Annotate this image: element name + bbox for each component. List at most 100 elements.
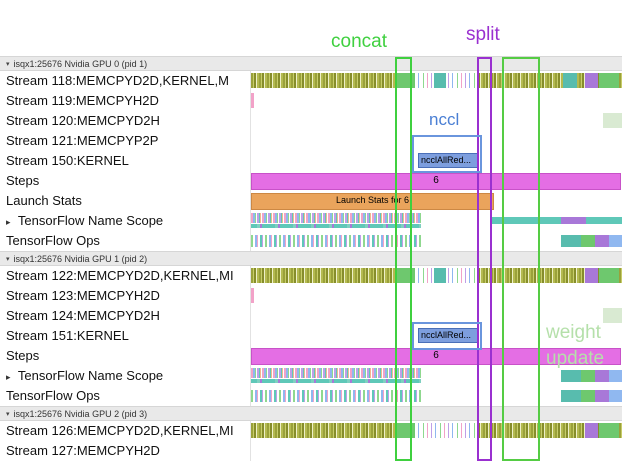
- track-row-name-scope-gpu0: ▸ TensorFlow Name Scope: [0, 211, 622, 231]
- concat-op-segment[interactable]: [397, 73, 415, 88]
- track-list: ▾ isqx1:25676 Nvidia GPU 0 (pid 1) Strea…: [0, 56, 622, 461]
- process-header-label: isqx1:25676 Nvidia GPU 2 (pid 3): [13, 408, 148, 419]
- track-label[interactable]: ▸ TensorFlow Name Scope: [0, 211, 250, 231]
- op-segment[interactable]: [585, 73, 598, 88]
- step-bar[interactable]: 6: [251, 173, 621, 190]
- track-timeline[interactable]: [250, 231, 622, 251]
- track-timeline[interactable]: ncclAllRed...: [250, 326, 622, 346]
- step-bar[interactable]: 6: [251, 348, 621, 365]
- track-timeline[interactable]: [250, 211, 622, 231]
- process-header-gpu2[interactable]: ▾ isqx1:25676 Nvidia GPU 2 (pid 3): [0, 406, 622, 421]
- launch-stats-bar[interactable]: Launch Stats for 6: [251, 193, 494, 210]
- op-segment[interactable]: [585, 423, 598, 438]
- track-label[interactable]: TensorFlow Ops: [6, 233, 100, 248]
- collapse-arrow-icon[interactable]: ▾: [6, 60, 10, 68]
- memcpy-event-tick[interactable]: [251, 288, 254, 303]
- op-segment[interactable]: [585, 268, 598, 283]
- track-row-name-scope-gpu1: ▸ TensorFlow Name Scope: [0, 366, 622, 386]
- track-timeline[interactable]: [250, 111, 622, 131]
- track-timeline[interactable]: [250, 421, 622, 441]
- track-label[interactable]: Stream 123:MEMCPYH2D: [6, 288, 160, 303]
- track-row-steps-gpu1: Steps 6: [0, 346, 622, 366]
- track-label[interactable]: Steps: [6, 173, 40, 188]
- track-timeline[interactable]: 6: [250, 346, 622, 366]
- name-scope-bar-right[interactable]: [491, 217, 622, 224]
- memcpy-event-tick[interactable]: [251, 93, 254, 108]
- nccl-allreduce-bar[interactable]: ncclAllRed...: [418, 153, 478, 168]
- track-label[interactable]: Launch Stats: [6, 193, 82, 208]
- track-timeline[interactable]: [250, 71, 622, 91]
- track-timeline[interactable]: Launch Stats for 6: [250, 191, 622, 211]
- ops-bars-right[interactable]: [561, 390, 622, 402]
- name-scope-bars[interactable]: [251, 368, 421, 378]
- memcpy-activity-bar[interactable]: [603, 113, 622, 128]
- expand-arrow-icon[interactable]: ▸: [6, 217, 11, 227]
- track-row-ops-gpu1: TensorFlow Ops: [0, 386, 622, 406]
- op-segment[interactable]: [599, 73, 619, 88]
- track-row-launch-stats: Launch Stats Launch Stats for 6: [0, 191, 622, 211]
- name-scope-bars-lower[interactable]: [251, 379, 421, 383]
- op-segment[interactable]: [434, 73, 446, 88]
- track-label[interactable]: Stream 126:MEMCPYD2D,KERNEL,MI: [6, 423, 234, 438]
- op-segment[interactable]: [599, 268, 619, 283]
- track-label[interactable]: Stream 150:KERNEL: [6, 153, 129, 168]
- track-row-stream118: Stream 118:MEMCPYD2D,KERNEL,M: [0, 71, 622, 91]
- expand-arrow-icon[interactable]: ▸: [6, 372, 11, 382]
- collapse-arrow-icon[interactable]: ▾: [6, 255, 10, 263]
- process-header-label: isqx1:25676 Nvidia GPU 0 (pid 1): [13, 58, 148, 69]
- concat-op-segment[interactable]: [397, 423, 415, 438]
- ops-bars[interactable]: [251, 390, 421, 402]
- sparse-activity-segment[interactable]: [415, 268, 479, 283]
- track-label[interactable]: ▸ TensorFlow Name Scope: [0, 366, 250, 386]
- track-label[interactable]: Stream 118:MEMCPYD2D,KERNEL,M: [6, 73, 229, 88]
- concat-annotation-label: concat: [331, 31, 387, 52]
- op-segment[interactable]: [563, 73, 577, 88]
- op-segment[interactable]: [434, 268, 446, 283]
- track-label-text: TensorFlow Name Scope: [17, 368, 164, 383]
- track-label[interactable]: Stream 121:MEMCPYP2P: [6, 133, 159, 148]
- track-timeline[interactable]: ncclAllRed...: [250, 151, 622, 171]
- track-row-stream120: Stream 120:MEMCPYD2H: [0, 111, 622, 131]
- track-label[interactable]: Stream 124:MEMCPYD2H: [6, 308, 160, 323]
- track-timeline[interactable]: 6: [250, 171, 622, 191]
- split-annotation-label: split: [466, 24, 500, 45]
- concat-op-segment[interactable]: [397, 268, 415, 283]
- process-header-gpu1[interactable]: ▾ isqx1:25676 Nvidia GPU 1 (pid 2): [0, 251, 622, 266]
- nccl-allreduce-bar[interactable]: ncclAllRed...: [418, 328, 478, 343]
- track-timeline[interactable]: [250, 441, 622, 461]
- track-timeline[interactable]: [250, 366, 622, 386]
- track-label[interactable]: TensorFlow Ops: [6, 388, 100, 403]
- track-label[interactable]: Stream 119:MEMCPYH2D: [6, 93, 159, 108]
- track-label[interactable]: Stream 127:MEMCPYH2D: [6, 443, 160, 458]
- collapse-arrow-icon[interactable]: ▾: [6, 410, 10, 418]
- op-segment[interactable]: [599, 423, 619, 438]
- track-label[interactable]: Steps: [6, 348, 40, 363]
- track-timeline[interactable]: [250, 386, 622, 406]
- track-label[interactable]: Stream 122:MEMCPYD2D,KERNEL,MI: [6, 268, 234, 283]
- track-timeline[interactable]: [250, 91, 622, 111]
- track-timeline[interactable]: [250, 306, 622, 326]
- sparse-activity-segment[interactable]: [415, 423, 479, 438]
- track-row-stream127: Stream 127:MEMCPYH2D: [0, 441, 622, 461]
- ops-bars[interactable]: [251, 235, 421, 247]
- process-header-label: isqx1:25676 Nvidia GPU 1 (pid 2): [13, 253, 148, 264]
- process-header-gpu0[interactable]: ▾ isqx1:25676 Nvidia GPU 0 (pid 1): [0, 56, 622, 71]
- track-row-steps-gpu0: Steps 6: [0, 171, 622, 191]
- track-row-stream119: Stream 119:MEMCPYH2D: [0, 91, 622, 111]
- track-label[interactable]: Stream 120:MEMCPYD2H: [6, 113, 160, 128]
- name-scope-bar-right[interactable]: [561, 370, 622, 382]
- name-scope-bars-lower[interactable]: [251, 224, 421, 228]
- track-timeline[interactable]: [250, 131, 622, 151]
- sparse-activity-segment[interactable]: [415, 73, 479, 88]
- track-row-stream151: Stream 151:KERNEL ncclAllRed...: [0, 326, 622, 346]
- track-row-stream121: Stream 121:MEMCPYP2P: [0, 131, 622, 151]
- track-row-ops-gpu0: TensorFlow Ops: [0, 231, 622, 251]
- memcpy-activity-bar[interactable]: [603, 308, 622, 323]
- name-scope-bars[interactable]: [251, 213, 421, 223]
- track-timeline[interactable]: [250, 286, 622, 306]
- track-row-stream126: Stream 126:MEMCPYD2D,KERNEL,MI: [0, 421, 622, 441]
- track-label[interactable]: Stream 151:KERNEL: [6, 328, 129, 343]
- track-timeline[interactable]: [250, 266, 622, 286]
- ops-bars-right[interactable]: [561, 235, 622, 247]
